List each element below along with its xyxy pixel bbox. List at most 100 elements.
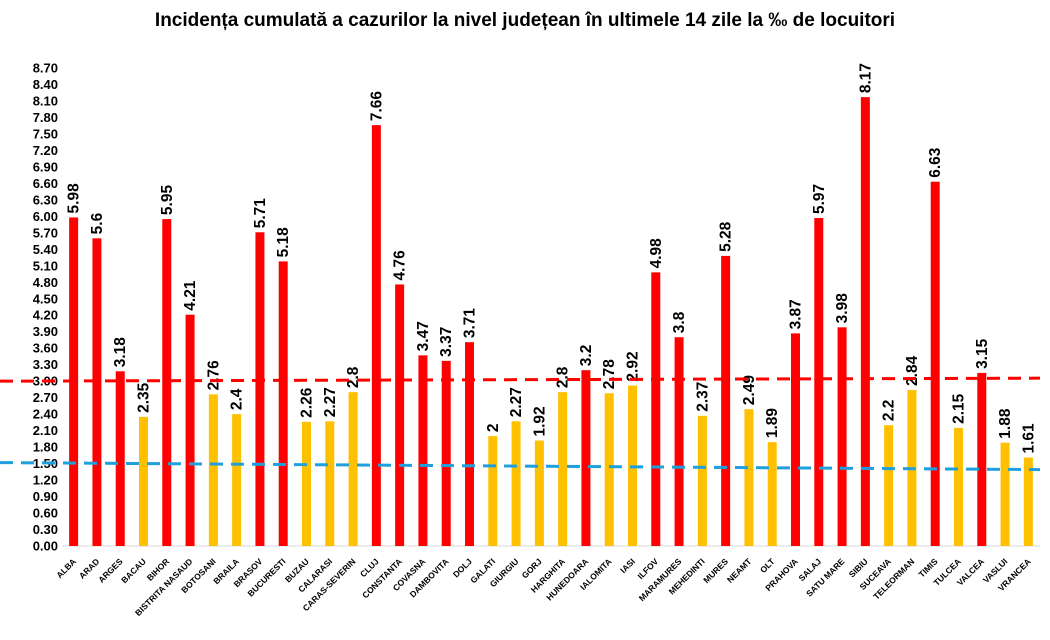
data-label: 3.2 — [578, 345, 595, 367]
bar-neamt — [744, 409, 754, 546]
y-tick-label: 6.90 — [33, 159, 58, 174]
y-tick-label: 5.70 — [33, 225, 58, 240]
bar-buzau — [302, 421, 311, 546]
data-label: 5.18 — [275, 227, 292, 258]
bar-arad — [92, 238, 102, 546]
data-label: 2.4 — [229, 388, 246, 410]
x-tick-label: IASI — [618, 556, 637, 575]
bar-caras-severin — [348, 392, 358, 546]
y-tick-label: 5.10 — [33, 258, 58, 273]
bar-constanta — [395, 284, 405, 546]
threshold-line-low — [0, 461, 1041, 472]
data-label: 3.18 — [112, 337, 129, 368]
bar-harghita — [558, 392, 568, 546]
bar-cluj — [371, 125, 381, 546]
data-label: 7.66 — [368, 91, 385, 122]
data-label: 4.21 — [182, 280, 199, 311]
data-label: 2.37 — [694, 382, 711, 412]
y-tick-label: 7.20 — [33, 143, 58, 158]
y-tick-label: 1.80 — [33, 440, 58, 455]
data-label: 5.97 — [811, 184, 828, 214]
data-label: 2.26 — [299, 387, 316, 418]
y-tick-label: 0.00 — [33, 539, 58, 554]
bar-dambovita — [441, 360, 451, 546]
y-tick-label: 4.50 — [33, 291, 58, 306]
bar-giurgiu — [511, 421, 521, 546]
bar-brasov — [255, 232, 265, 546]
bar-braila — [232, 414, 242, 546]
y-tick-label: 1.20 — [33, 473, 58, 488]
y-tick-label: 6.60 — [33, 176, 58, 191]
data-label: 2.76 — [205, 360, 222, 391]
data-label: 3.47 — [415, 321, 432, 351]
bar-galati — [488, 436, 498, 546]
x-tick-label: BACAU — [119, 556, 148, 585]
data-label: 2.8 — [345, 366, 362, 388]
bar-suceava — [884, 425, 894, 546]
data-label: 2.35 — [136, 382, 153, 413]
y-tick-label: 8.70 — [33, 61, 58, 76]
chart-title: Incidența cumulată a cazurilor la nivel … — [154, 10, 896, 31]
bar-arges — [115, 371, 125, 546]
data-label: 3.8 — [671, 311, 688, 333]
x-tick-label: ALBA — [54, 556, 78, 580]
data-label: 5.6 — [89, 212, 106, 234]
bar-ilfov — [651, 272, 661, 546]
x-tick-label: OLT — [758, 556, 777, 575]
y-tick-label: 6.00 — [33, 209, 58, 224]
data-label: 2.84 — [904, 355, 921, 386]
y-tick-label: 7.80 — [33, 110, 58, 125]
y-tick-label: 2.10 — [33, 423, 58, 438]
bar-covasna — [418, 355, 428, 546]
data-label: 1.89 — [764, 408, 781, 439]
bar-dolj — [465, 342, 474, 546]
data-label: 2 — [485, 423, 502, 432]
bar-bacau — [139, 416, 148, 546]
data-label: 5.95 — [159, 185, 176, 216]
data-label: 5.98 — [66, 183, 83, 214]
bar-botosani — [208, 394, 218, 546]
y-tick-label: 8.40 — [33, 77, 58, 92]
y-tick-label: 3.30 — [33, 357, 58, 372]
bar-valcea — [977, 372, 987, 546]
data-label: 2.27 — [508, 387, 525, 417]
data-label: 3.37 — [438, 327, 455, 357]
y-tick-label: 0.60 — [33, 506, 58, 521]
data-label: 5.28 — [718, 221, 735, 252]
data-label: 3.71 — [462, 308, 479, 339]
data-label: 3.15 — [974, 338, 991, 369]
data-label: 3.87 — [788, 299, 805, 329]
x-tick-label: MURES — [701, 556, 730, 585]
data-label: 2.15 — [951, 393, 968, 424]
threshold-line-high — [0, 376, 1041, 383]
data-label: 2.92 — [625, 351, 642, 381]
bar-prahova — [791, 333, 800, 546]
y-tick-label: 4.80 — [33, 275, 58, 290]
bar-tulcea — [954, 427, 963, 546]
y-tick-label: 6.30 — [33, 192, 58, 207]
data-label: 2.8 — [555, 366, 572, 388]
bar-olt — [767, 442, 777, 546]
bar-sibiu — [860, 97, 870, 546]
data-label: 1.88 — [997, 408, 1014, 439]
data-label: 3.98 — [834, 293, 851, 324]
data-label: 1.61 — [1020, 423, 1037, 454]
bar-ialomita — [604, 393, 614, 546]
y-tick-label: 4.20 — [33, 308, 58, 323]
bar-hunedoara — [581, 370, 591, 546]
bar-vrancea — [1023, 457, 1033, 546]
y-tick-label: 5.40 — [33, 242, 58, 257]
bar-calarasi — [325, 421, 335, 546]
data-label: 2.2 — [881, 400, 898, 422]
y-tick-label: 0.30 — [33, 522, 58, 537]
data-label: 4.76 — [392, 250, 409, 281]
data-label: 5.71 — [252, 198, 269, 229]
y-tick-label: 2.70 — [33, 390, 58, 405]
data-label: 8.17 — [857, 63, 874, 93]
bar-mures — [721, 255, 731, 546]
data-label: 2.78 — [601, 359, 618, 390]
y-tick-label: 0.90 — [33, 489, 58, 504]
data-label: 2.49 — [741, 375, 758, 406]
